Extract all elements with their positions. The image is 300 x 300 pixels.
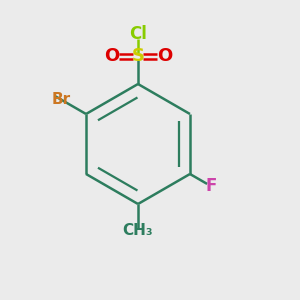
Text: O: O [157,47,172,65]
Text: Cl: Cl [129,25,147,43]
Text: F: F [206,177,217,195]
Text: S: S [131,47,145,65]
Text: CH₃: CH₃ [123,223,153,238]
Text: Br: Br [52,92,71,107]
Text: O: O [104,47,119,65]
